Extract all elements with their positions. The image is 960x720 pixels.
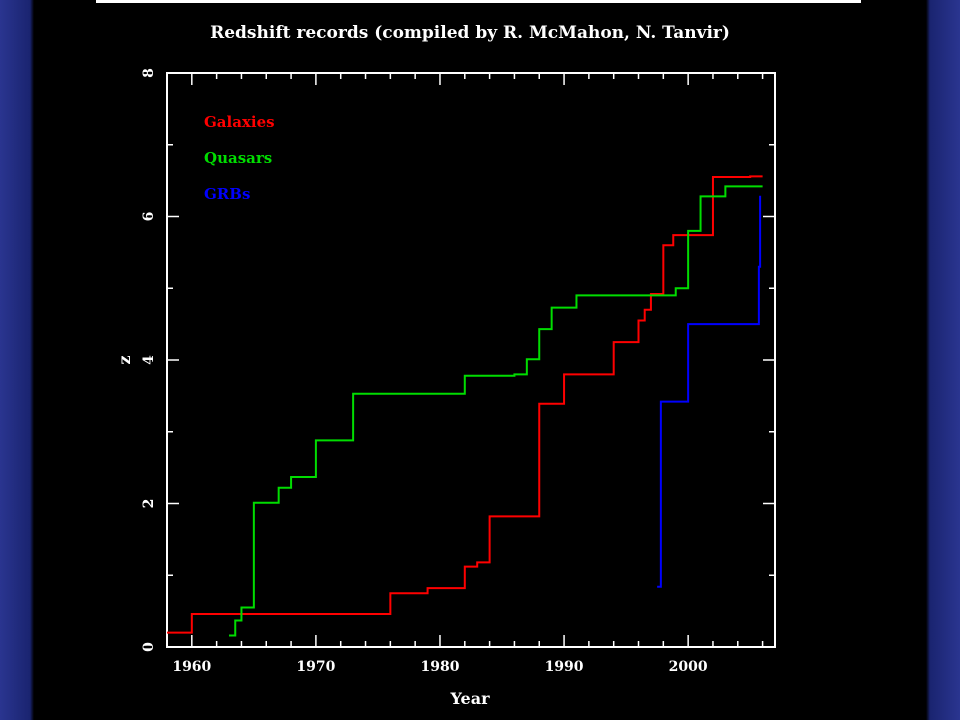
y-tick-labels: 0 2 4 6 8 <box>141 68 157 652</box>
y-axis-label: z <box>115 355 134 364</box>
y-tick-label: 2 <box>141 499 157 509</box>
legend: Galaxies Quasars GRBs <box>204 113 275 203</box>
x-tick-label: 2000 <box>669 659 708 675</box>
x-tick-labels: 1960 1970 1980 1990 2000 <box>172 659 708 675</box>
legend-label-quasars: Quasars <box>204 149 272 167</box>
x-tick-label: 1970 <box>296 659 335 675</box>
chart-title: Redshift records (compiled by R. McMahon… <box>210 23 730 43</box>
legend-label-grbs: GRBs <box>204 185 250 203</box>
series-line-quasars <box>229 185 763 637</box>
x-tick-label: 1990 <box>545 659 584 675</box>
x-tick-label: 1960 <box>172 659 211 675</box>
series-line-grbs <box>657 195 762 588</box>
panel-top-edge <box>96 0 861 3</box>
y-tick-label: 4 <box>141 355 157 365</box>
series-line-galaxies <box>167 175 763 634</box>
legend-label-galaxies: Galaxies <box>204 113 275 131</box>
axis-ticks <box>166 72 775 648</box>
plot-panel <box>96 3 861 717</box>
y-tick-label: 0 <box>141 642 157 652</box>
x-tick-label: 1980 <box>420 659 459 675</box>
series-group <box>167 175 763 637</box>
y-tick-label: 6 <box>141 212 157 222</box>
x-axis-label: Year <box>449 689 490 708</box>
y-tick-label: 8 <box>141 68 157 78</box>
